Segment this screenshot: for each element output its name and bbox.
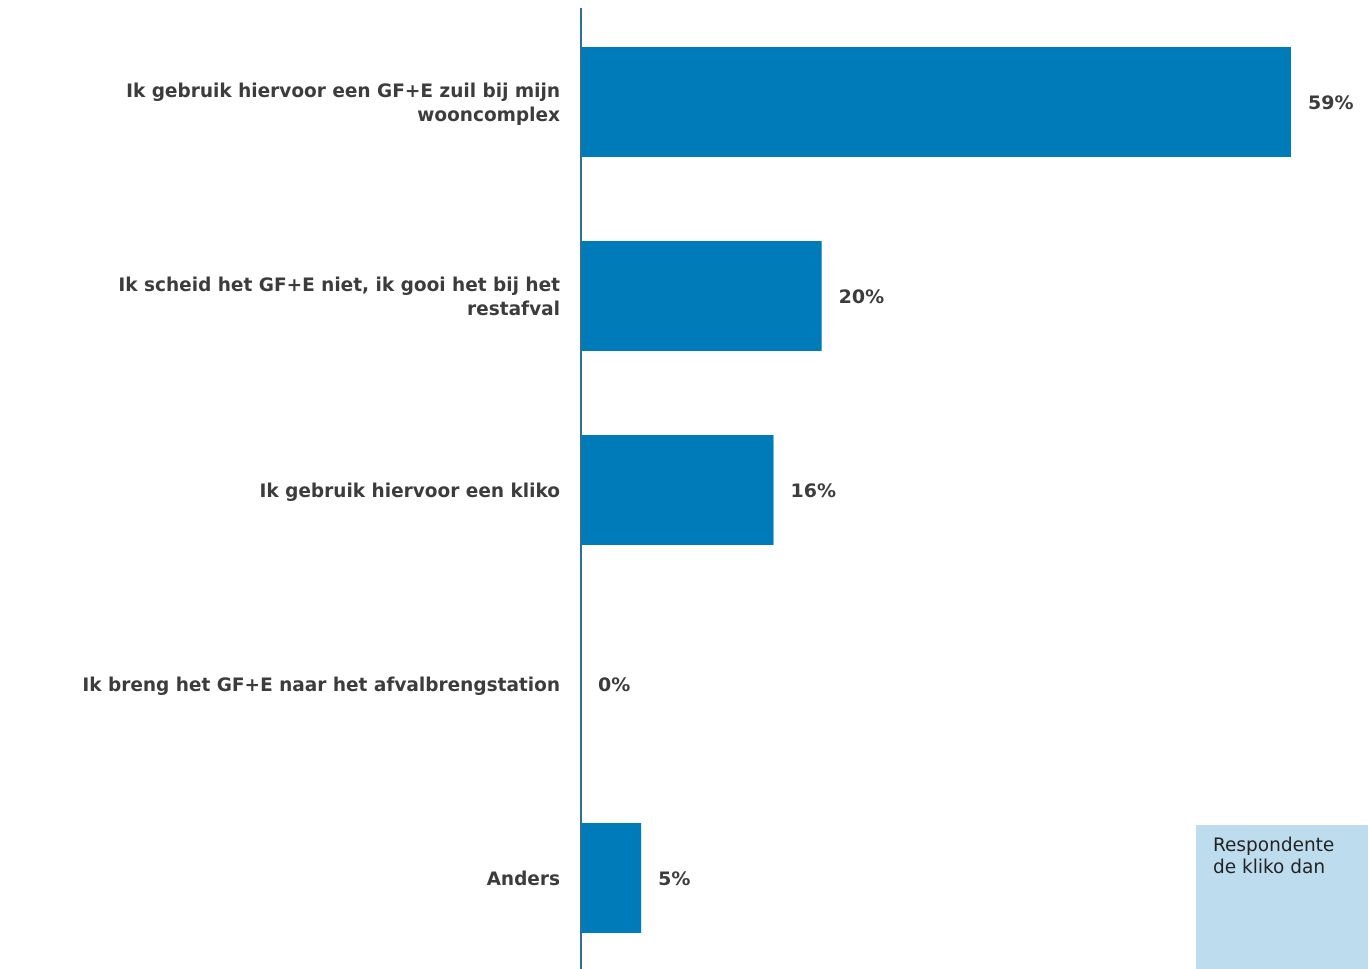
- value-label-3: 16%: [791, 480, 836, 502]
- value-label-4: 0%: [598, 674, 630, 696]
- note-line-2: de kliko dan: [1213, 857, 1326, 878]
- category-label-2-line-1: Ik scheid het GF+E niet, ik gooi het bij…: [118, 275, 560, 296]
- category-label-3-line-1: Ik gebruik hiervoor een kliko: [260, 481, 560, 502]
- note-box: Respondente de kliko dan: [1196, 825, 1368, 969]
- category-label-1-line-2: wooncomplex: [417, 105, 560, 126]
- bar-3: [581, 435, 774, 545]
- note-line-1: Respondente: [1213, 835, 1335, 856]
- category-label-2-line-2: restafval: [467, 299, 560, 320]
- value-label-2: 20%: [839, 286, 884, 308]
- value-label-1: 59%: [1308, 92, 1353, 114]
- category-label-5-line-1: Anders: [487, 869, 560, 890]
- value-label-5: 5%: [658, 868, 690, 890]
- category-label-1-line-1: Ik gebruik hiervoor een GF+E zuil bij mi…: [126, 81, 560, 102]
- bar-5: [581, 823, 642, 933]
- bar-2: [581, 241, 822, 351]
- category-label-4-line-1: Ik breng het GF+E naar het afvalbrengsta…: [82, 675, 560, 696]
- bar-1: [581, 47, 1291, 157]
